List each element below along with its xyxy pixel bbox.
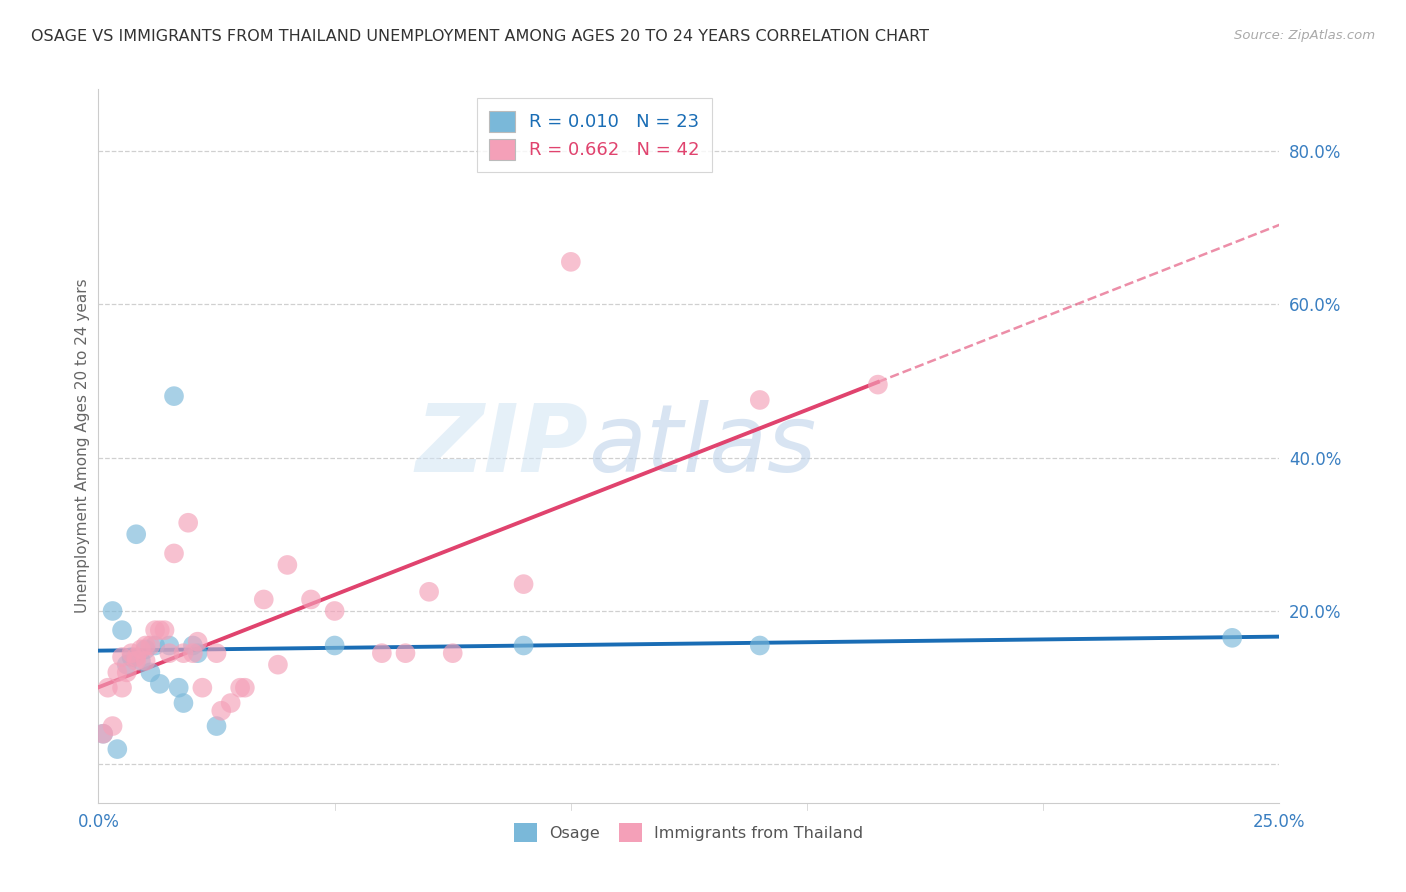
Point xyxy=(111,650,134,665)
Point xyxy=(866,377,889,392)
Point xyxy=(121,646,143,660)
Text: atlas: atlas xyxy=(589,401,817,491)
Point xyxy=(149,623,172,637)
Point xyxy=(125,654,148,668)
Point xyxy=(115,665,138,680)
Point xyxy=(91,727,114,741)
Point xyxy=(172,646,194,660)
Point xyxy=(748,392,770,407)
Point xyxy=(394,646,416,660)
Point xyxy=(299,592,322,607)
Point xyxy=(187,634,209,648)
Point xyxy=(748,639,770,653)
Point xyxy=(105,742,128,756)
Point xyxy=(157,646,180,660)
Point xyxy=(163,546,186,560)
Point xyxy=(229,681,252,695)
Point xyxy=(177,516,200,530)
Point xyxy=(157,639,180,653)
Point xyxy=(1220,631,1243,645)
Point xyxy=(233,681,256,695)
Point xyxy=(267,657,290,672)
Point xyxy=(560,255,582,269)
Point xyxy=(125,650,148,665)
Point xyxy=(101,719,124,733)
Point xyxy=(163,389,186,403)
Point xyxy=(323,639,346,653)
Point xyxy=(512,577,534,591)
Point xyxy=(181,639,204,653)
Point xyxy=(512,639,534,653)
Point xyxy=(135,642,157,657)
Point xyxy=(97,681,120,695)
Point xyxy=(135,639,157,653)
Point xyxy=(143,639,166,653)
Point xyxy=(111,681,134,695)
Point xyxy=(187,646,209,660)
Point xyxy=(418,584,440,599)
Point xyxy=(371,646,394,660)
Point xyxy=(441,646,464,660)
Point xyxy=(101,604,124,618)
Point xyxy=(111,623,134,637)
Point xyxy=(219,696,242,710)
Point xyxy=(105,665,128,680)
Legend: Osage, Immigrants from Thailand: Osage, Immigrants from Thailand xyxy=(508,817,870,848)
Point xyxy=(143,623,166,637)
Point xyxy=(149,677,172,691)
Point xyxy=(276,558,298,572)
Point xyxy=(191,681,214,695)
Point xyxy=(91,727,114,741)
Point xyxy=(121,650,143,665)
Y-axis label: Unemployment Among Ages 20 to 24 years: Unemployment Among Ages 20 to 24 years xyxy=(75,278,90,614)
Point xyxy=(125,527,148,541)
Point xyxy=(115,657,138,672)
Text: Source: ZipAtlas.com: Source: ZipAtlas.com xyxy=(1234,29,1375,42)
Point xyxy=(205,719,228,733)
Point xyxy=(129,654,152,668)
Point xyxy=(253,592,276,607)
Point xyxy=(172,696,194,710)
Point xyxy=(139,639,162,653)
Point xyxy=(205,646,228,660)
Text: ZIP: ZIP xyxy=(416,400,589,492)
Point xyxy=(167,681,190,695)
Point xyxy=(135,654,157,668)
Point xyxy=(139,665,162,680)
Point xyxy=(129,642,152,657)
Point xyxy=(209,704,232,718)
Point xyxy=(153,623,176,637)
Point xyxy=(323,604,346,618)
Point xyxy=(181,646,204,660)
Text: OSAGE VS IMMIGRANTS FROM THAILAND UNEMPLOYMENT AMONG AGES 20 TO 24 YEARS CORRELA: OSAGE VS IMMIGRANTS FROM THAILAND UNEMPL… xyxy=(31,29,929,44)
